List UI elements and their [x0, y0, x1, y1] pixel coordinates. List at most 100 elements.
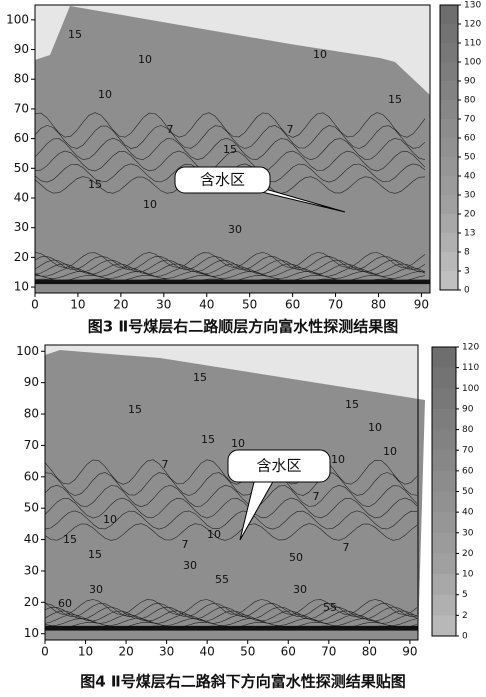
contour-label: 15	[128, 403, 142, 416]
plot-frame	[34, 4, 431, 294]
colorbar-label: 30	[462, 528, 474, 538]
colorbar-label: 110	[462, 363, 479, 373]
colorbar-swatch	[432, 532, 456, 554]
colorbar-label: 2	[462, 611, 468, 621]
colorbar-label: 80	[462, 425, 474, 435]
colorbar-label: 20	[464, 210, 476, 220]
x-tick-label: 30	[156, 298, 171, 312]
x-tick-label: 90	[402, 645, 417, 659]
colorbar-label: 70	[462, 446, 474, 456]
figure: 0 10 20 30 40 50 60 70 80 90 10 20 30 40 50 60 70 80 90 100…	[6, 1, 481, 336]
y-tick-label: 20	[14, 250, 29, 264]
contour-label: 50	[289, 551, 303, 564]
colorbar-swatch	[432, 450, 456, 472]
dark-band	[45, 625, 418, 631]
colorbar-label: 0	[462, 632, 468, 642]
colorbar-label: 60	[464, 134, 476, 144]
colorbar-label: 100	[462, 384, 479, 394]
y-tick-label: 90	[24, 375, 39, 389]
colorbar-swatch	[432, 347, 456, 369]
plot-frame	[44, 344, 419, 641]
x-tick-label: 50	[240, 645, 255, 659]
contour-label: 15	[388, 93, 402, 106]
y-tick-label: 40	[14, 190, 29, 204]
colorbar-swatch	[440, 5, 458, 25]
y-tick-label: 30	[14, 220, 29, 234]
contour-label: 15	[345, 398, 359, 411]
colorbar-swatch	[440, 214, 458, 234]
contour-label: 10	[138, 53, 152, 66]
colorbar-swatch	[440, 138, 458, 158]
colorbar-swatch	[432, 388, 456, 410]
colorbar-swatch	[440, 119, 458, 139]
contour-label: 30	[183, 559, 197, 572]
contour-label: 10	[98, 88, 112, 101]
y-tick-label: 70	[14, 101, 29, 115]
x-tick-label: 10	[78, 645, 93, 659]
contour-label: 7	[182, 538, 189, 551]
callout-box	[174, 166, 271, 194]
colorbar-label: 3	[464, 267, 470, 277]
contour-label: 30	[89, 583, 103, 596]
colorbar-swatch	[432, 512, 456, 534]
colorbar-swatch	[432, 470, 456, 492]
colorbar-label: 30	[464, 191, 476, 201]
dark-band	[35, 279, 430, 285]
colorbar-label: 20	[462, 549, 474, 559]
y-tick-label: 80	[14, 72, 29, 86]
colorbar-swatch	[440, 176, 458, 196]
x-tick-label: 80	[371, 298, 386, 312]
colorbar-label: 60	[462, 466, 474, 476]
colorbar-label: 90	[464, 77, 476, 87]
colorbar-label: 120	[462, 343, 479, 353]
x-tick-label: 40	[199, 298, 214, 312]
colorbar-label: 80	[464, 96, 476, 106]
contour-label: 55	[323, 601, 337, 614]
x-tick-label: 70	[328, 298, 343, 312]
colorbar-label: 90	[462, 404, 474, 414]
colorbar-label: 50	[462, 487, 474, 497]
colorbar-label: 10	[462, 570, 474, 580]
contour-label: 15	[88, 548, 102, 561]
y-tick-label: 60	[14, 131, 29, 145]
colorbar-swatch	[440, 252, 458, 272]
colorbar-swatch	[432, 408, 456, 431]
contour-label: 30	[293, 583, 307, 596]
x-tick-label: 60	[281, 645, 296, 659]
colorbar-swatch	[432, 594, 456, 616]
colorbar-swatch	[440, 62, 458, 82]
callout-label: 含水区	[256, 457, 301, 475]
x-tick-label: 0	[31, 298, 39, 312]
contour-label: 10	[368, 421, 382, 434]
y-tick-label: 100	[6, 12, 29, 26]
colorbar-swatch	[440, 233, 458, 253]
contour-label: 10	[103, 513, 117, 526]
colorbar-label: 130	[464, 1, 481, 11]
x-tick-label: 0	[41, 645, 49, 659]
colorbar-swatch	[432, 574, 456, 596]
x-tick-label: 40	[200, 645, 215, 659]
contour-label: 10	[331, 453, 345, 466]
contour-label: 7	[287, 123, 294, 136]
contour-label: 7	[167, 123, 174, 136]
y-tick-label: 50	[14, 161, 29, 175]
contour-label: 10	[231, 437, 245, 450]
colorbar-label: 100	[464, 58, 481, 68]
colorbar-swatch	[440, 195, 458, 215]
contour-field	[35, 6, 430, 293]
y-tick-label: 30	[24, 563, 39, 577]
x-tick-label: 60	[285, 298, 300, 312]
colorbar-label: 40	[464, 172, 476, 182]
colorbar-label: 50	[464, 153, 476, 163]
colorbar-swatch	[440, 157, 458, 177]
contour-label: 10	[143, 198, 157, 211]
figure-caption: 图4 Ⅱ号煤层右二路斜下方向富水性探测结果贴图	[80, 673, 406, 691]
contour-label: 15	[201, 433, 215, 446]
contour-label: 7	[343, 541, 350, 554]
colorbar-swatch	[440, 100, 458, 120]
colorbar-swatch	[432, 367, 456, 389]
contour-label: 15	[63, 533, 77, 546]
x-tick-label: 90	[414, 298, 429, 312]
colorbar-label: 8	[464, 248, 470, 258]
